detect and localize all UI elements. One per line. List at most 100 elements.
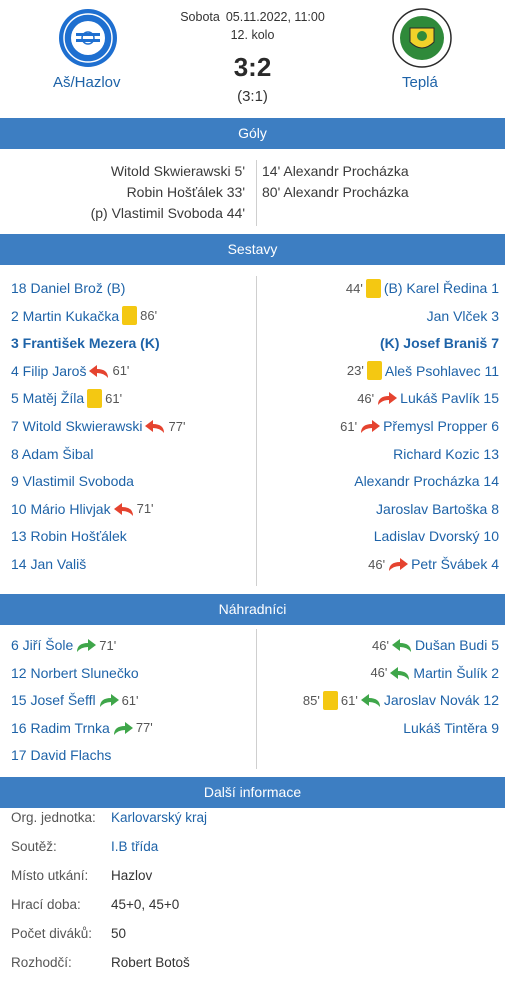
player-row[interactable]: 61' Přemysl Propper 6 xyxy=(340,415,499,437)
player-name[interactable]: Richard Kozic 13 xyxy=(393,445,499,462)
player-row[interactable]: 15 Josef Šeffl 61' xyxy=(11,689,139,711)
player-name[interactable]: 3 František Mezera (K) xyxy=(11,335,160,352)
info-value[interactable]: I.B třída xyxy=(111,839,159,854)
event-minute: 77' xyxy=(168,418,186,434)
halftime-score: (3:1) xyxy=(237,88,268,105)
yellow-card-icon xyxy=(87,388,103,408)
player-row[interactable]: 44' (B) Karel Ředina 1 xyxy=(346,277,499,299)
home-team-logo[interactable] xyxy=(58,8,118,68)
player-row[interactable]: Alexandr Procházka 14 xyxy=(354,470,499,492)
player-row[interactable]: (K) Josef Braniš 7 xyxy=(380,332,499,354)
player-name[interactable]: 13 Robin Hošťálek xyxy=(11,528,127,545)
player-row[interactable]: 85' 61' Jaroslav Novák 12 xyxy=(303,689,499,711)
player-name[interactable]: 10 Mário Hlivjak xyxy=(11,500,111,517)
final-score: 3:2 xyxy=(233,52,272,82)
player-name[interactable]: Jaroslav Bartoška 8 xyxy=(376,500,499,517)
player-row[interactable]: 18 Daniel Brož (B) xyxy=(11,277,125,299)
player-name[interactable]: 2 Martin Kukačka xyxy=(11,307,120,324)
player-name[interactable]: 4 Filip Jaroš xyxy=(11,362,87,379)
event-minute: 61' xyxy=(105,390,123,406)
event-minute: 46' xyxy=(371,637,389,653)
player-row[interactable]: 6 Jiří Šole 71' xyxy=(11,634,116,656)
event-minute: 23' xyxy=(346,363,364,379)
player-row[interactable]: 7 Witold Skwierawski 77' xyxy=(11,415,185,437)
player-name[interactable]: Ladislav Dvorský 10 xyxy=(373,528,499,545)
home-goal: Robin Hošťálek 33' xyxy=(126,184,245,200)
subs-section-header: Náhradníci xyxy=(0,594,505,625)
player-name[interactable]: 16 Radim Trnka xyxy=(11,719,110,736)
event-minute: 71' xyxy=(136,501,154,517)
goals-section-header: Góly xyxy=(0,118,505,149)
home-team-name[interactable]: Aš/Hazlov xyxy=(53,74,121,91)
player-name[interactable]: (K) Josef Braniš 7 xyxy=(379,335,499,352)
lineups-section-header: Sestavy xyxy=(0,234,505,265)
player-name[interactable]: Přemysl Propper 6 xyxy=(383,418,499,434)
player-name[interactable]: 17 David Flachs xyxy=(11,747,112,764)
substitution-out-icon xyxy=(376,390,398,406)
player-name[interactable]: (B) Karel Ředina 1 xyxy=(383,280,499,296)
player-name[interactable]: Alexandr Procházka 14 xyxy=(354,473,499,490)
player-name[interactable]: Aleš Psohlavec 11 xyxy=(384,362,499,379)
away-team-name[interactable]: Teplá xyxy=(402,74,438,91)
player-row[interactable]: Jaroslav Bartoška 8 xyxy=(376,498,499,520)
player-name[interactable]: Lukáš Pavlík 15 xyxy=(400,390,499,407)
player-row[interactable]: 46' Martin Šulík 2 xyxy=(370,662,499,684)
player-name[interactable]: Jan Vlček 3 xyxy=(426,307,499,324)
match-day: Sobota xyxy=(180,10,220,24)
yellow-card-icon xyxy=(366,361,382,381)
player-row[interactable]: 4 Filip Jaroš 61' xyxy=(11,360,129,382)
player-name[interactable]: 12 Norbert Slunečko xyxy=(11,664,139,681)
player-row[interactable]: 17 David Flachs xyxy=(11,744,111,766)
player-name[interactable]: Petr Švábek 4 xyxy=(411,556,499,572)
player-name[interactable]: 5 Matěj Žíla xyxy=(11,390,85,407)
info-value[interactable]: Karlovarský kraj xyxy=(111,810,208,825)
yellow-card-icon xyxy=(322,690,338,710)
substitution-out-icon xyxy=(387,556,409,572)
player-name[interactable]: Jaroslav Novák 12 xyxy=(383,692,499,709)
player-row[interactable]: 13 Robin Hošťálek xyxy=(11,525,127,547)
player-name[interactable]: Martin Šulík 2 xyxy=(413,664,499,681)
away-goal: 14' Alexandr Procházka xyxy=(262,163,409,179)
substitution-in-icon xyxy=(389,665,411,681)
player-name[interactable]: 18 Daniel Brož (B) xyxy=(11,280,126,296)
player-row[interactable]: 3 František Mezera (K) xyxy=(11,332,160,354)
player-row[interactable]: Ladislav Dvorský 10 xyxy=(374,525,499,547)
player-row[interactable]: 16 Radim Trnka 77' xyxy=(11,717,153,739)
player-row[interactable]: 46' Petr Švábek 4 xyxy=(368,553,499,575)
player-row[interactable]: 2 Martin Kukačka 86' xyxy=(11,305,157,327)
player-row[interactable]: Lukáš Tintěra 9 xyxy=(403,717,499,739)
event-minute: 85' xyxy=(302,692,320,708)
player-row[interactable]: 10 Mário Hlivjak 71' xyxy=(11,498,154,520)
event-minute: 86' xyxy=(140,308,158,324)
away-goal: 80' Alexandr Procházka xyxy=(262,184,409,200)
info-row: Hrací doba: 45+0, 45+0 xyxy=(11,897,491,917)
player-name[interactable]: 15 Josef Šeffl xyxy=(11,692,96,709)
info-value: Robert Botoš xyxy=(111,955,190,970)
substitution-in-icon xyxy=(75,637,97,653)
goals-section: Witold Skwierawski 5' Robin Hošťálek 33'… xyxy=(0,150,505,230)
player-row[interactable]: 46' Dušan Budi 5 xyxy=(372,634,499,656)
player-name[interactable]: 6 Jiří Šole xyxy=(11,637,74,653)
player-name[interactable]: 14 Jan Vališ xyxy=(11,556,87,572)
player-row[interactable]: Richard Kozic 13 xyxy=(393,443,499,465)
away-team-logo[interactable] xyxy=(392,8,452,68)
player-name[interactable]: 9 Vlastimil Svoboda xyxy=(11,473,134,490)
event-minute: 61' xyxy=(121,692,139,708)
player-row[interactable]: 8 Adam Šibal xyxy=(11,443,94,465)
info-label: Hrací doba: xyxy=(11,897,81,912)
goals-divider xyxy=(256,160,257,226)
player-name[interactable]: 8 Adam Šibal xyxy=(11,445,94,462)
player-row[interactable]: 12 Norbert Slunečko xyxy=(11,662,139,684)
player-name[interactable]: Dušan Budi 5 xyxy=(414,637,499,653)
player-row[interactable]: 14 Jan Vališ xyxy=(11,553,86,575)
info-section-header: Další informace xyxy=(0,777,505,808)
player-row[interactable]: Jan Vlček 3 xyxy=(427,305,499,327)
player-name[interactable]: Lukáš Tintěra 9 xyxy=(403,719,499,736)
player-row[interactable]: 5 Matěj Žíla 61' xyxy=(11,387,122,409)
substitution-in-icon xyxy=(112,720,134,736)
player-row[interactable]: 46' Lukáš Pavlík 15 xyxy=(357,387,499,409)
player-row[interactable]: 9 Vlastimil Svoboda xyxy=(11,470,134,492)
match-round: 12. kolo xyxy=(230,28,275,42)
player-row[interactable]: 23' Aleš Psohlavec 11 xyxy=(347,360,499,382)
player-name[interactable]: 7 Witold Skwierawski xyxy=(11,418,143,434)
